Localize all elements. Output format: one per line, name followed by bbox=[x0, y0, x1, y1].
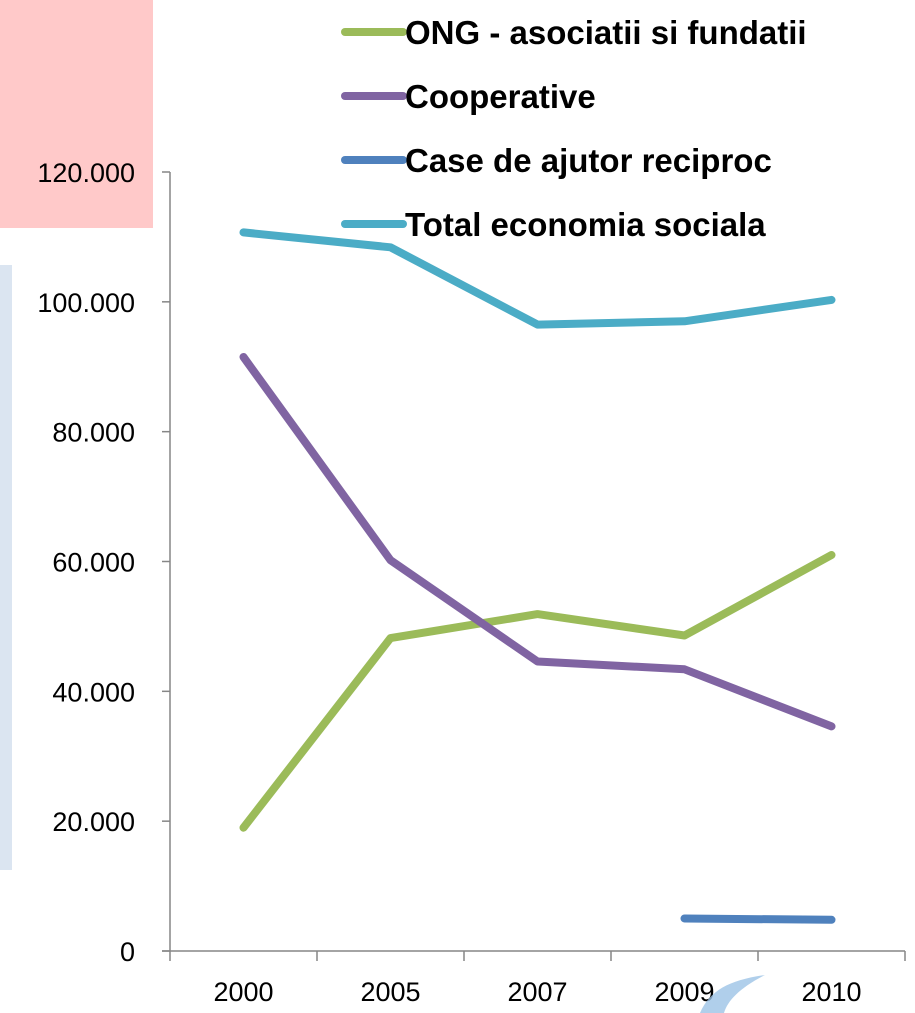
y-tick-label: 80.000 bbox=[52, 418, 135, 448]
series-line-cooperative bbox=[239, 353, 836, 731]
background-pink-panel bbox=[0, 0, 153, 228]
y-tick-label: 100.000 bbox=[37, 288, 135, 318]
legend-label-total-economia-sociala: Total economia sociala bbox=[405, 206, 766, 243]
chart-axes bbox=[162, 172, 905, 952]
x-tick-label: 2005 bbox=[360, 977, 420, 1007]
x-tick-label: 2009 bbox=[654, 977, 714, 1007]
x-tick-label: 2007 bbox=[507, 977, 567, 1007]
x-tick-label: 2000 bbox=[213, 977, 273, 1007]
legend: ONG - asociatii si fundatii Cooperative Ca… bbox=[341, 14, 807, 243]
y-tick-label: 40.000 bbox=[52, 677, 135, 707]
series-line-total-economia-sociala bbox=[239, 228, 836, 329]
series-line-ong-asociatii-si-fundatii bbox=[239, 551, 836, 832]
x-tick-label: 2010 bbox=[801, 977, 861, 1007]
series-lines bbox=[239, 228, 836, 924]
series-line-case-de-ajutor-reciproc bbox=[680, 914, 836, 924]
legend-label-case-de-ajutor-reciproc: Case de ajutor reciproc bbox=[405, 142, 772, 179]
y-tick-label: 60.000 bbox=[52, 548, 135, 578]
y-axis-ticks: 0 20.000 40.000 60.000 80.000 100.000 120.000 bbox=[37, 158, 170, 967]
background-blue-strip bbox=[0, 265, 12, 870]
y-tick-label: 0 bbox=[120, 937, 135, 967]
y-tick-label: 120.000 bbox=[37, 158, 135, 188]
decorative-swoosh bbox=[700, 975, 765, 1013]
y-tick-label: 20.000 bbox=[52, 807, 135, 837]
legend-label-cooperative: Cooperative bbox=[405, 78, 596, 115]
legend-label-ong-asociatii-si-fundatii: ONG - asociatii si fundatii bbox=[405, 14, 807, 51]
x-axis-ticks: 2000 2005 2007 2009 2010 bbox=[169, 951, 906, 1007]
